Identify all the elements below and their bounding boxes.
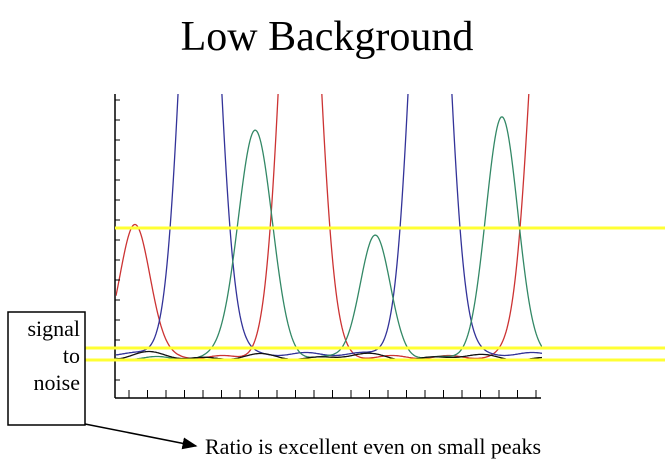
box-line: signal <box>27 316 80 341</box>
trace <box>116 116 542 361</box>
trace <box>116 350 542 361</box>
ticks <box>115 99 537 398</box>
trace <box>116 94 530 360</box>
box-line: noise <box>34 370 80 395</box>
caption: Ratio is excellent even on small peaks <box>205 434 541 459</box>
label-box <box>7 311 86 426</box>
arrow <box>84 423 198 450</box>
box-line: to <box>63 343 80 368</box>
title: Low Background <box>181 14 474 60</box>
